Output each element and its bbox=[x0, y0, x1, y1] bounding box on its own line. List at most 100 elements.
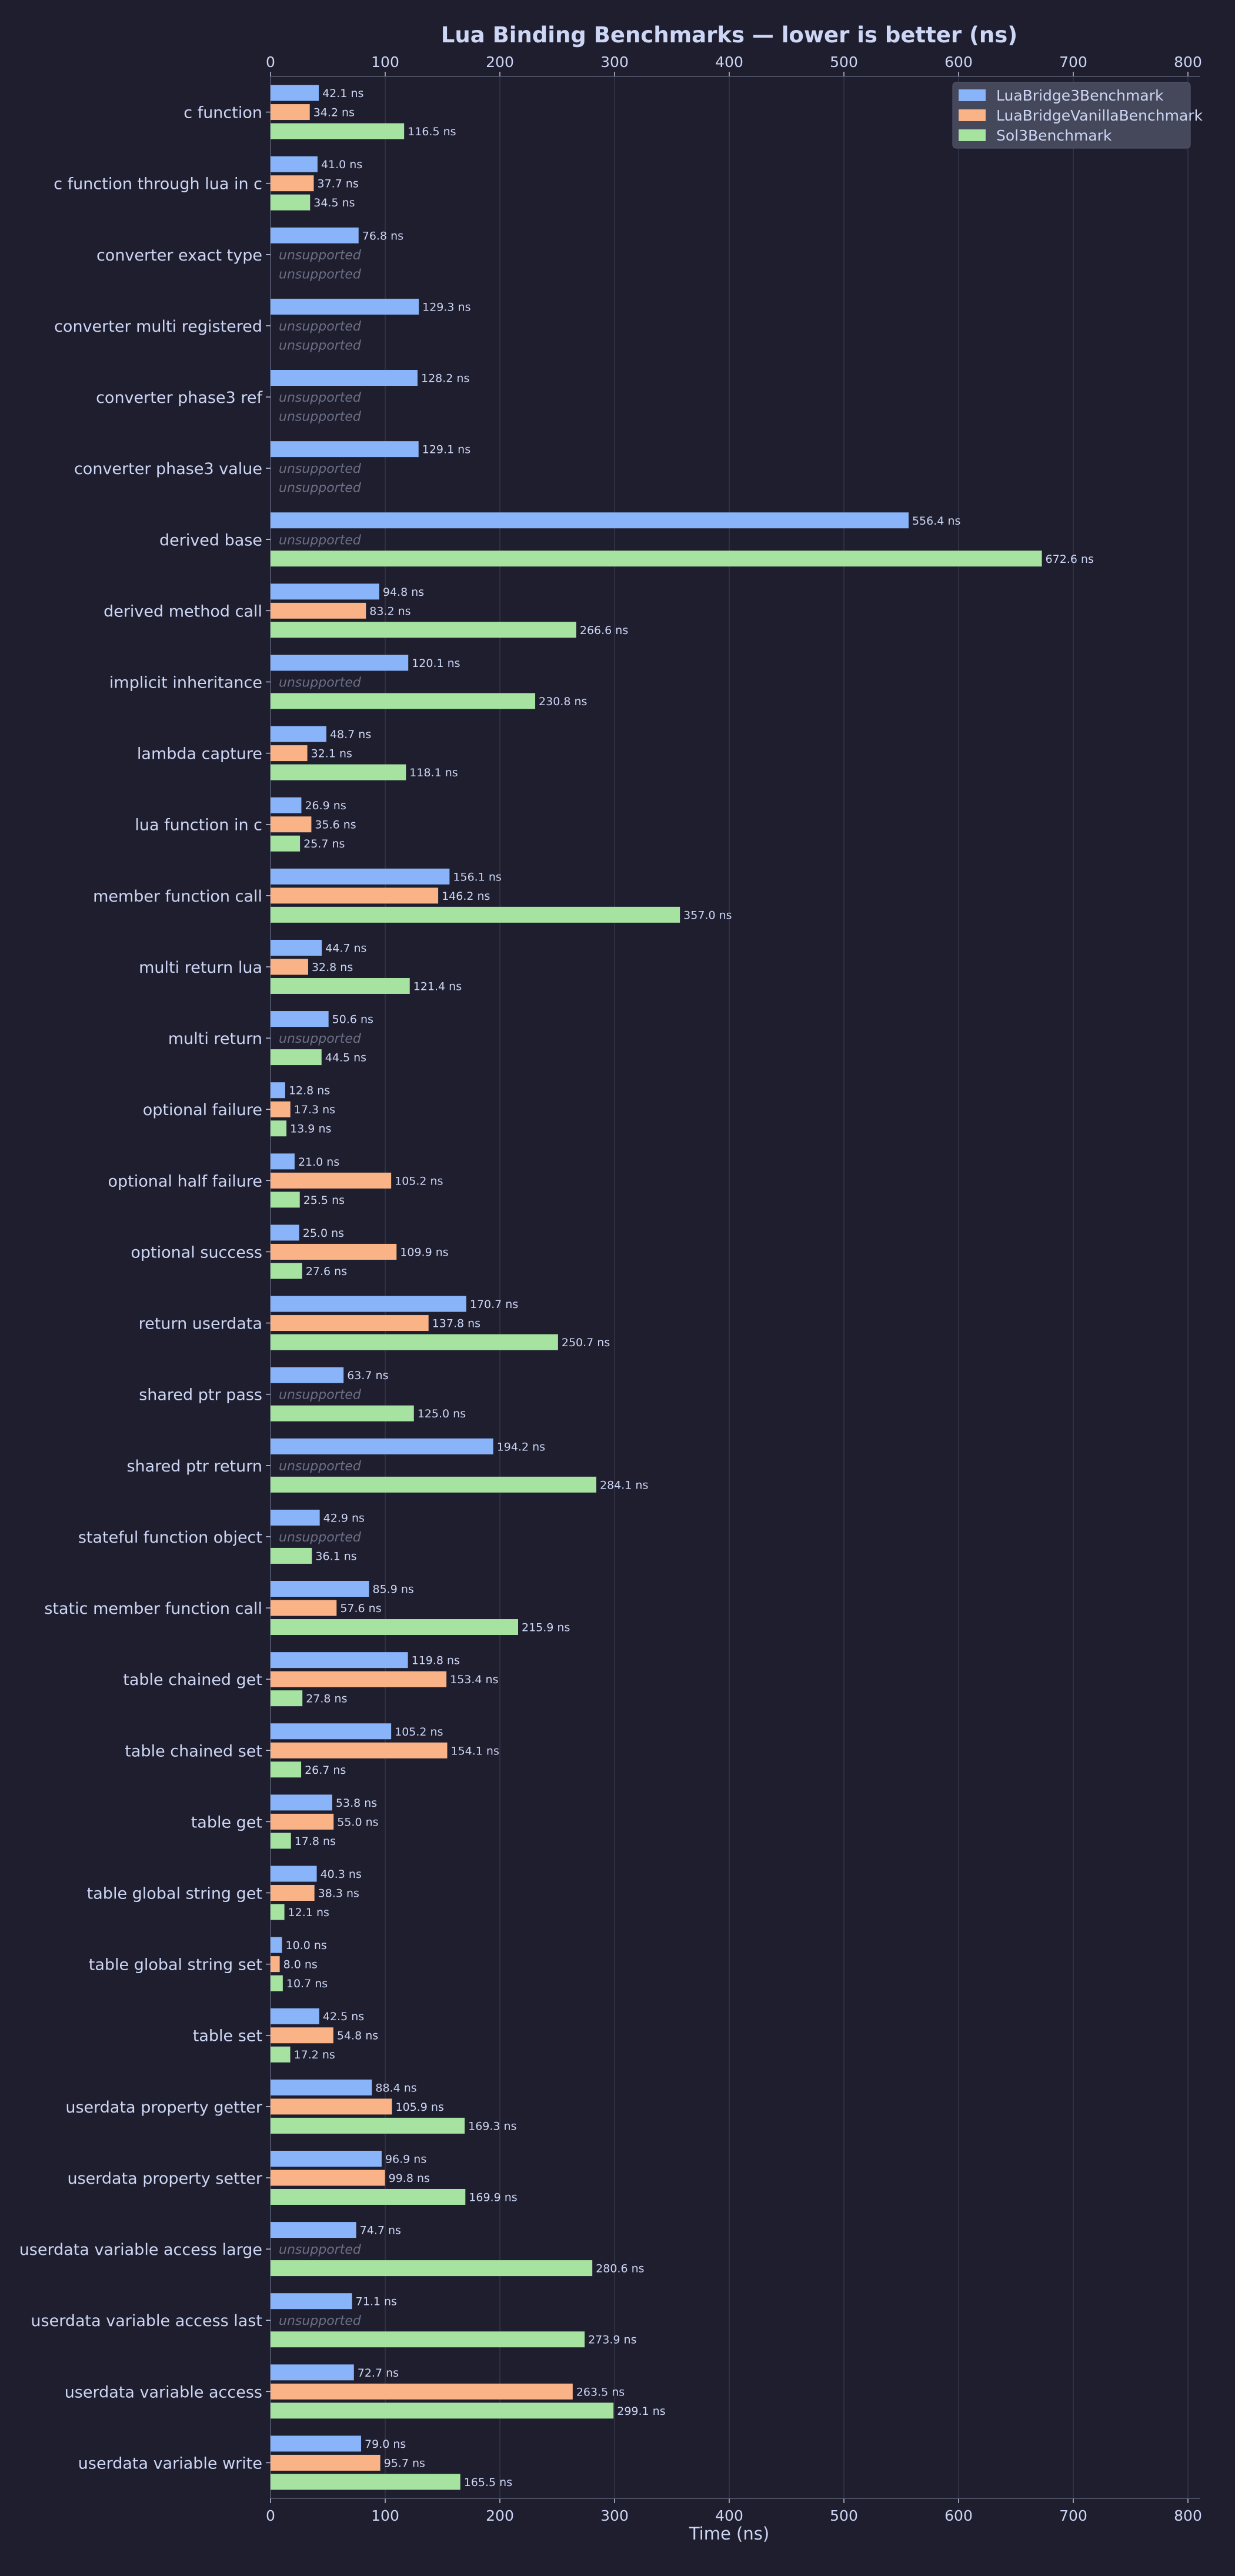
bar bbox=[271, 1547, 312, 1564]
bar-value-label: 99.8 ns bbox=[389, 2172, 430, 2185]
bar bbox=[271, 622, 576, 638]
bar bbox=[271, 2383, 573, 2400]
unsupported-label: unsupported bbox=[279, 391, 362, 405]
bar-value-label: 36.1 ns bbox=[315, 1550, 356, 1563]
bar-value-label: 21.0 ns bbox=[298, 1156, 339, 1169]
bar bbox=[271, 2293, 352, 2310]
bar bbox=[271, 977, 410, 994]
bar bbox=[271, 1619, 519, 1636]
category-label: shared ptr pass bbox=[139, 1386, 262, 1404]
bar bbox=[271, 2046, 291, 2063]
bar bbox=[271, 1581, 369, 1597]
bar bbox=[271, 1761, 302, 1778]
x-tick-label-top: 0 bbox=[266, 54, 275, 71]
bar-value-label: 266.6 ns bbox=[580, 624, 628, 637]
bar bbox=[271, 550, 1042, 567]
bar-value-label: 63.7 ns bbox=[347, 1369, 388, 1382]
bar bbox=[271, 298, 419, 315]
bar-value-label: 263.5 ns bbox=[576, 2385, 625, 2398]
bar bbox=[271, 104, 310, 121]
bar-value-label: 79.0 ns bbox=[365, 2438, 406, 2451]
category-label: userdata property setter bbox=[67, 2170, 262, 2188]
bar-value-label: 119.8 ns bbox=[412, 1654, 460, 1667]
bar-value-label: 105.9 ns bbox=[396, 2101, 444, 2114]
bar bbox=[271, 2222, 356, 2238]
unsupported-label: unsupported bbox=[279, 533, 362, 548]
bar bbox=[271, 370, 418, 386]
category-label: table chained set bbox=[125, 1742, 262, 1760]
bar-value-label: 13.9 ns bbox=[290, 1123, 331, 1136]
bar-value-label: 129.1 ns bbox=[422, 443, 470, 456]
bar-value-label: 105.2 ns bbox=[395, 1726, 443, 1739]
unsupported-label: unsupported bbox=[279, 2243, 362, 2257]
category-label: table set bbox=[193, 2027, 262, 2046]
category-label: converter phase3 value bbox=[74, 460, 262, 478]
bar-value-label: 27.8 ns bbox=[306, 1693, 347, 1706]
x-tick-label-top: 700 bbox=[1059, 54, 1087, 71]
bar bbox=[271, 1172, 392, 1189]
x-tick-label-top: 800 bbox=[1174, 54, 1202, 71]
x-tick-label-top: 500 bbox=[830, 54, 858, 71]
bar bbox=[271, 816, 312, 833]
category-label: userdata variable access large bbox=[19, 2241, 262, 2259]
x-tick-label-top: 400 bbox=[715, 54, 743, 71]
bar bbox=[271, 1082, 285, 1099]
bar bbox=[271, 85, 319, 101]
unsupported-label: unsupported bbox=[279, 338, 362, 353]
category-label: shared ptr return bbox=[126, 1457, 262, 1476]
x-axis-label: Time (ns) bbox=[689, 2524, 769, 2544]
bar bbox=[271, 1671, 447, 1687]
bar-value-label: 17.3 ns bbox=[294, 1103, 335, 1116]
bar-value-label: 215.9 ns bbox=[522, 1621, 570, 1634]
bar bbox=[271, 512, 909, 529]
category-label: userdata variable access last bbox=[31, 2312, 262, 2330]
bar-value-label: 230.8 ns bbox=[539, 695, 587, 708]
bar bbox=[271, 2027, 333, 2044]
category-label: table global string get bbox=[87, 1885, 262, 1903]
bar bbox=[271, 1367, 344, 1383]
bar bbox=[271, 602, 366, 619]
bar bbox=[271, 1011, 329, 1027]
bar bbox=[271, 2117, 465, 2134]
bar bbox=[271, 1049, 322, 1066]
bar-value-label: 55.0 ns bbox=[337, 1816, 378, 1828]
bar-value-label: 48.7 ns bbox=[330, 728, 371, 741]
bar-value-label: 273.9 ns bbox=[588, 2334, 636, 2347]
bar-value-label: 357.0 ns bbox=[683, 909, 732, 922]
bar-value-label: 41.0 ns bbox=[321, 158, 362, 171]
bar bbox=[271, 441, 419, 458]
bar-value-label: 156.1 ns bbox=[453, 870, 501, 883]
category-label: converter exact type bbox=[96, 246, 262, 265]
bar-value-label: 17.2 ns bbox=[294, 2048, 335, 2061]
bar-value-label: 105.2 ns bbox=[395, 1174, 443, 1187]
bar-value-label: 42.9 ns bbox=[323, 1511, 365, 1524]
unsupported-label: unsupported bbox=[279, 481, 362, 496]
bar-value-label: 42.1 ns bbox=[322, 87, 363, 100]
bar-value-label: 44.5 ns bbox=[325, 1052, 366, 1065]
bar bbox=[271, 1438, 493, 1454]
bar bbox=[271, 1866, 317, 1882]
bar bbox=[271, 2079, 372, 2095]
bar bbox=[271, 2403, 614, 2419]
bar-value-label: 169.3 ns bbox=[468, 2120, 516, 2133]
bar-value-label: 34.5 ns bbox=[313, 196, 355, 209]
bar-value-label: 38.3 ns bbox=[318, 1887, 359, 1900]
bar bbox=[271, 797, 302, 813]
category-label: optional half failure bbox=[108, 1172, 262, 1190]
bar-value-label: 35.6 ns bbox=[315, 819, 356, 832]
category-label: table chained get bbox=[123, 1671, 262, 1689]
bar-value-label: 76.8 ns bbox=[362, 229, 403, 242]
bar-value-label: 17.8 ns bbox=[295, 1835, 336, 1848]
bar bbox=[271, 726, 326, 742]
bar bbox=[271, 175, 314, 192]
bar-value-label: 154.1 ns bbox=[450, 1744, 499, 1757]
x-tick-label-bottom: 200 bbox=[486, 2507, 514, 2524]
bar bbox=[271, 1263, 302, 1279]
bar-value-label: 37.7 ns bbox=[318, 178, 359, 191]
bar bbox=[271, 835, 301, 852]
category-label: lua function in c bbox=[135, 816, 262, 835]
unsupported-label: unsupported bbox=[279, 1032, 362, 1046]
bar bbox=[271, 1904, 285, 1920]
x-tick-label-top: 100 bbox=[371, 54, 399, 71]
bar-value-label: 74.7 ns bbox=[360, 2224, 401, 2237]
